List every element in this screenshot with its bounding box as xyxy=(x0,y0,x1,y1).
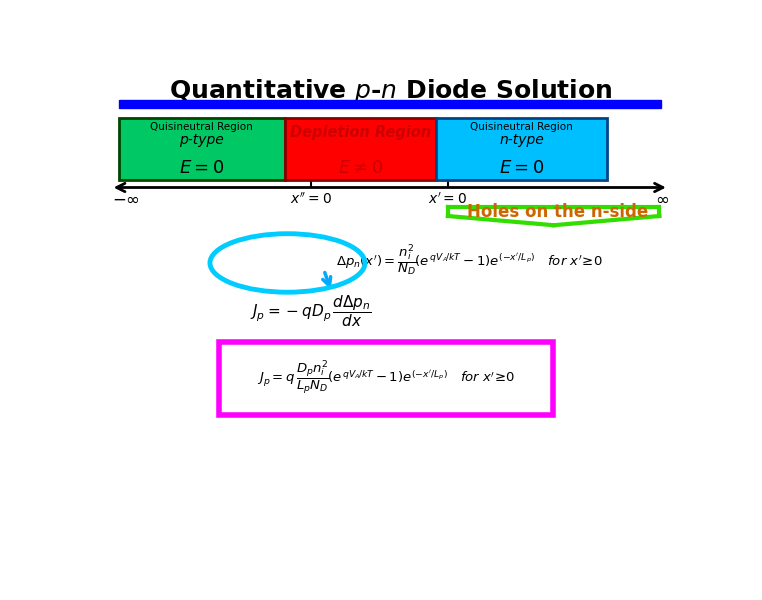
Bar xyxy=(437,118,607,180)
Text: p-type: p-type xyxy=(179,133,224,147)
Text: Holes on the n-side: Holes on the n-side xyxy=(467,203,648,221)
Bar xyxy=(285,118,437,180)
Text: $-\infty$: $-\infty$ xyxy=(112,191,140,208)
Bar xyxy=(119,100,661,108)
Text: $E=0$: $E=0$ xyxy=(498,159,544,177)
Text: $\Delta p_n(x') = \dfrac{n_i^2}{N_D}\!\left(e^{\,qV_A\!/kT}-1\right)e^{(-x'/L_p): $\Delta p_n(x') = \dfrac{n_i^2}{N_D}\!\l… xyxy=(335,243,602,278)
Text: $E\neq 0$: $E\neq 0$ xyxy=(338,159,383,177)
Text: $J_p = q\,\dfrac{D_p n_i^2}{L_p N_D}\!\left(e^{\,qV_A\!/kT}-1\right)e^{(-x'/L_p): $J_p = q\,\dfrac{D_p n_i^2}{L_p N_D}\!\l… xyxy=(257,359,515,397)
Text: Depletion Region: Depletion Region xyxy=(290,125,431,140)
Text: Quisineutral Region: Quisineutral Region xyxy=(150,122,253,133)
Text: $x'=0$: $x'=0$ xyxy=(428,191,467,206)
Text: $x''=0$: $x''=0$ xyxy=(290,191,331,206)
Text: n-type: n-type xyxy=(499,133,544,147)
Text: Quisineutral Region: Quisineutral Region xyxy=(470,122,573,133)
Text: $\infty$: $\infty$ xyxy=(655,191,669,208)
Text: $J_p = -qD_p\,\dfrac{d\Delta p_n}{dx}$: $J_p = -qD_p\,\dfrac{d\Delta p_n}{dx}$ xyxy=(250,293,372,329)
Text: Quantitative $\mathit{p}$-$\mathit{n}$ Diode Solution: Quantitative $\mathit{p}$-$\mathit{n}$ D… xyxy=(168,77,613,105)
Bar xyxy=(119,118,285,180)
Bar xyxy=(219,341,552,415)
Text: $E=0$: $E=0$ xyxy=(179,159,225,177)
